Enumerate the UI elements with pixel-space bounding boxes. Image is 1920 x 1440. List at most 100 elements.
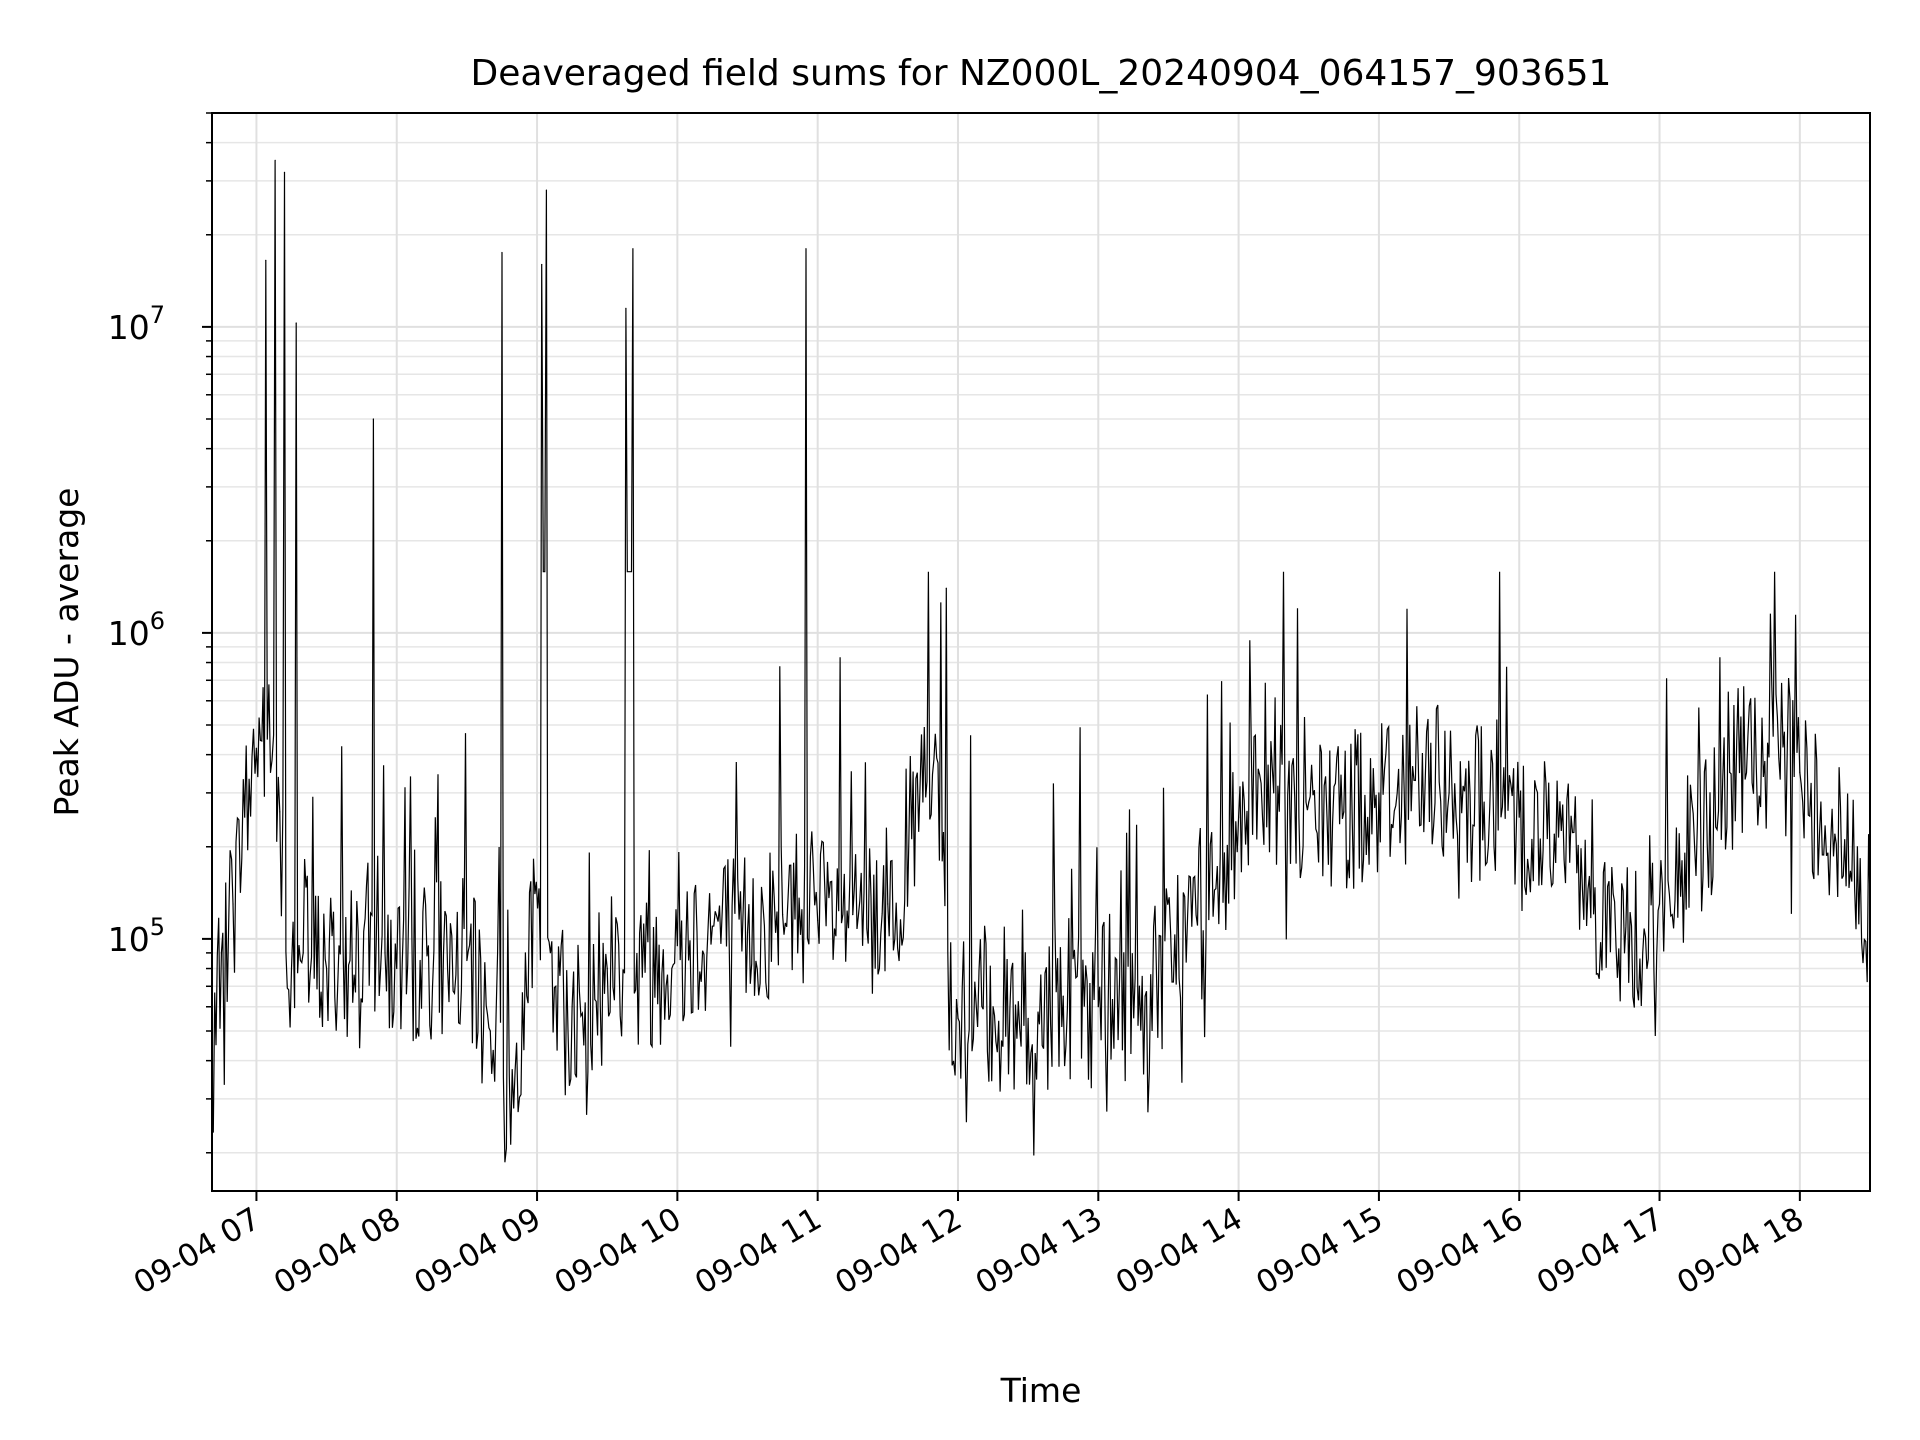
data-point — [349, 959, 351, 962]
data-point — [290, 967, 293, 970]
data-point — [1729, 771, 1731, 773]
data-point — [641, 976, 643, 978]
x-axis: 09-04 07 09-04 08 09-04 09 09-04 10 09-04 11… — [128, 1191, 1810, 1302]
y-tick-label: 106 — [108, 607, 165, 653]
data-point — [1623, 952, 1626, 954]
data-point — [274, 159, 276, 161]
x-axis-label: Time — [1000, 1371, 1082, 1410]
chart-title: Deaveraged field sums for NZ000L_2024090… — [471, 53, 1612, 94]
x-tick-label: 09-04 15 — [1250, 1201, 1389, 1302]
data-point — [295, 322, 297, 324]
x-tick-label: 09-04 07 — [128, 1201, 267, 1302]
data-point — [1062, 995, 1064, 997]
data-point — [632, 248, 634, 250]
y-tick-label: 107 — [108, 301, 165, 347]
x-tick-label: 09-04 14 — [1110, 1201, 1249, 1302]
data-point — [1273, 792, 1275, 794]
data-point — [1518, 816, 1520, 818]
x-tick-label: 09-04 08 — [268, 1201, 407, 1302]
data-point — [220, 952, 222, 954]
data-point — [1097, 1006, 1099, 1008]
y-tick-base: 10 — [108, 614, 150, 653]
data-point — [606, 967, 608, 970]
major-grid — [212, 113, 1870, 1191]
x-tick-label: 09-04 12 — [829, 1201, 968, 1302]
data-point — [513, 1107, 515, 1109]
x-tick-label: 09-04 13 — [970, 1201, 1109, 1302]
data-point — [1413, 779, 1415, 781]
data-point — [945, 587, 947, 589]
data-point — [466, 959, 468, 962]
data-point — [442, 952, 445, 954]
data-point — [265, 259, 267, 261]
plot-frame — [211, 112, 1871, 1192]
data-point — [269, 771, 272, 773]
y-tick-exponent: 6 — [150, 607, 165, 635]
data-point — [244, 816, 246, 818]
x-tick-label: 09-04 16 — [1391, 1201, 1530, 1302]
data-point — [711, 925, 714, 927]
data-point — [1238, 816, 1240, 818]
data-point — [781, 914, 784, 916]
data-point — [746, 931, 749, 934]
minor-grid — [212, 112, 1870, 1154]
data-point — [1553, 833, 1555, 835]
data-point — [524, 952, 526, 954]
x-tick-label: 09-04 11 — [689, 1201, 828, 1302]
data-point — [922, 801, 924, 803]
data-point — [384, 952, 386, 954]
data-point — [555, 985, 557, 987]
data-point — [1027, 1017, 1029, 1019]
data-point — [676, 945, 678, 947]
data-point — [957, 1017, 959, 1019]
data-point — [232, 903, 234, 905]
data-point — [1658, 903, 1661, 905]
data-point — [1694, 846, 1696, 848]
x-tick-label: 09-04 18 — [1671, 1201, 1810, 1302]
data-point — [1834, 833, 1836, 835]
data-point — [489, 1030, 491, 1032]
data-point — [1588, 875, 1590, 878]
data-point — [817, 919, 819, 921]
data-point — [283, 171, 286, 173]
data-point — [396, 967, 398, 970]
data-point — [1483, 801, 1485, 803]
y-tick-exponent: 5 — [150, 913, 165, 941]
series-line — [212, 160, 1870, 1163]
data-point — [805, 248, 807, 250]
data-point — [1448, 792, 1450, 794]
data-point — [541, 263, 543, 266]
data-point — [992, 1006, 994, 1008]
x-tick-label: 09-04 10 — [549, 1201, 688, 1302]
data-point — [1191, 925, 1193, 927]
data-point — [302, 952, 304, 954]
data-point — [1343, 811, 1345, 813]
data-point — [419, 959, 421, 962]
data-point — [545, 189, 548, 191]
data-point — [625, 307, 627, 309]
data-point — [372, 418, 374, 420]
y-tick-base: 10 — [108, 308, 150, 347]
data-point — [255, 747, 258, 749]
data-point — [1308, 801, 1310, 803]
y-axis-label: Peak ADU - average — [47, 488, 86, 817]
y-tick-base: 10 — [108, 920, 150, 959]
data-point — [501, 251, 503, 254]
data-point — [571, 1006, 573, 1008]
data-point — [279, 811, 281, 813]
plot-area — [212, 159, 1870, 1163]
data-point — [583, 1044, 585, 1046]
data-point — [1799, 771, 1801, 773]
x-tick-label: 09-04 09 — [408, 1201, 547, 1302]
data-point — [325, 967, 328, 970]
y-tick-label: 105 — [108, 913, 165, 959]
data-point — [852, 914, 854, 916]
data-point — [1764, 760, 1766, 763]
y-tick-exponent: 7 — [150, 301, 165, 329]
data-point — [1378, 792, 1380, 794]
data-point — [887, 903, 889, 905]
x-tick-label: 09-04 17 — [1531, 1201, 1670, 1302]
data-point — [1144, 995, 1146, 997]
